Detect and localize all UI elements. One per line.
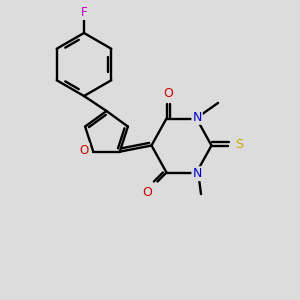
- Text: N: N: [192, 111, 202, 124]
- Text: O: O: [164, 87, 173, 100]
- Text: F: F: [81, 6, 87, 19]
- Text: O: O: [143, 186, 152, 199]
- Text: N: N: [192, 167, 202, 180]
- Text: S: S: [235, 138, 243, 151]
- Text: O: O: [80, 144, 89, 157]
